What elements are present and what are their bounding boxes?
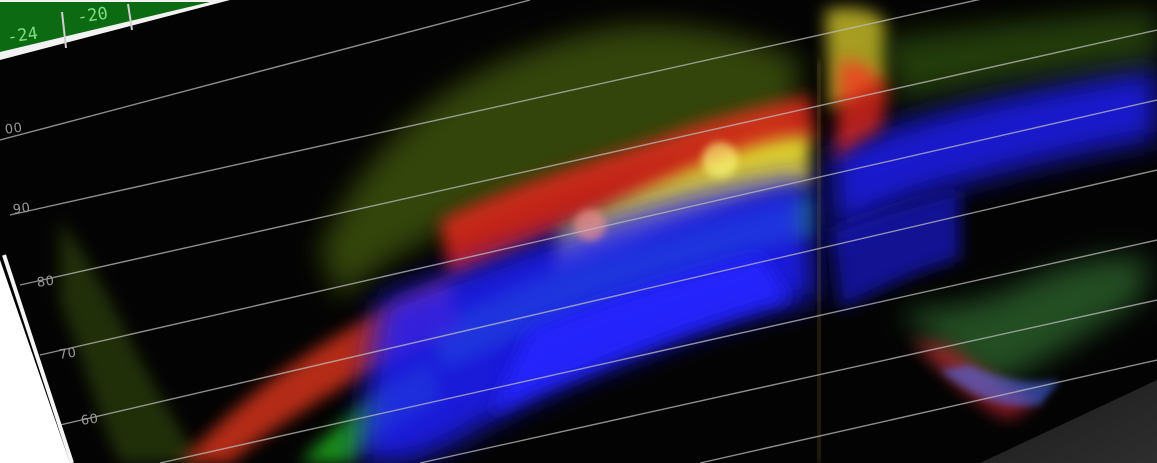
waveform-trace	[60, 7, 1157, 463]
left-bezel-edge	[2, 254, 74, 463]
scale-label-70: 70	[58, 345, 78, 363]
scale-label-90: 90	[12, 200, 32, 218]
tab-minus-20[interactable]: -20	[76, 3, 110, 28]
right-panel-shade	[980, 380, 1157, 463]
tab-minus-24[interactable]: -24	[6, 23, 40, 48]
tab-strip	[0, 2, 210, 52]
scale-label-80: 80	[36, 273, 56, 291]
scale-label-100: 00	[4, 120, 24, 138]
left-margin	[0, 260, 70, 463]
scale-label-60: 60	[80, 411, 100, 429]
